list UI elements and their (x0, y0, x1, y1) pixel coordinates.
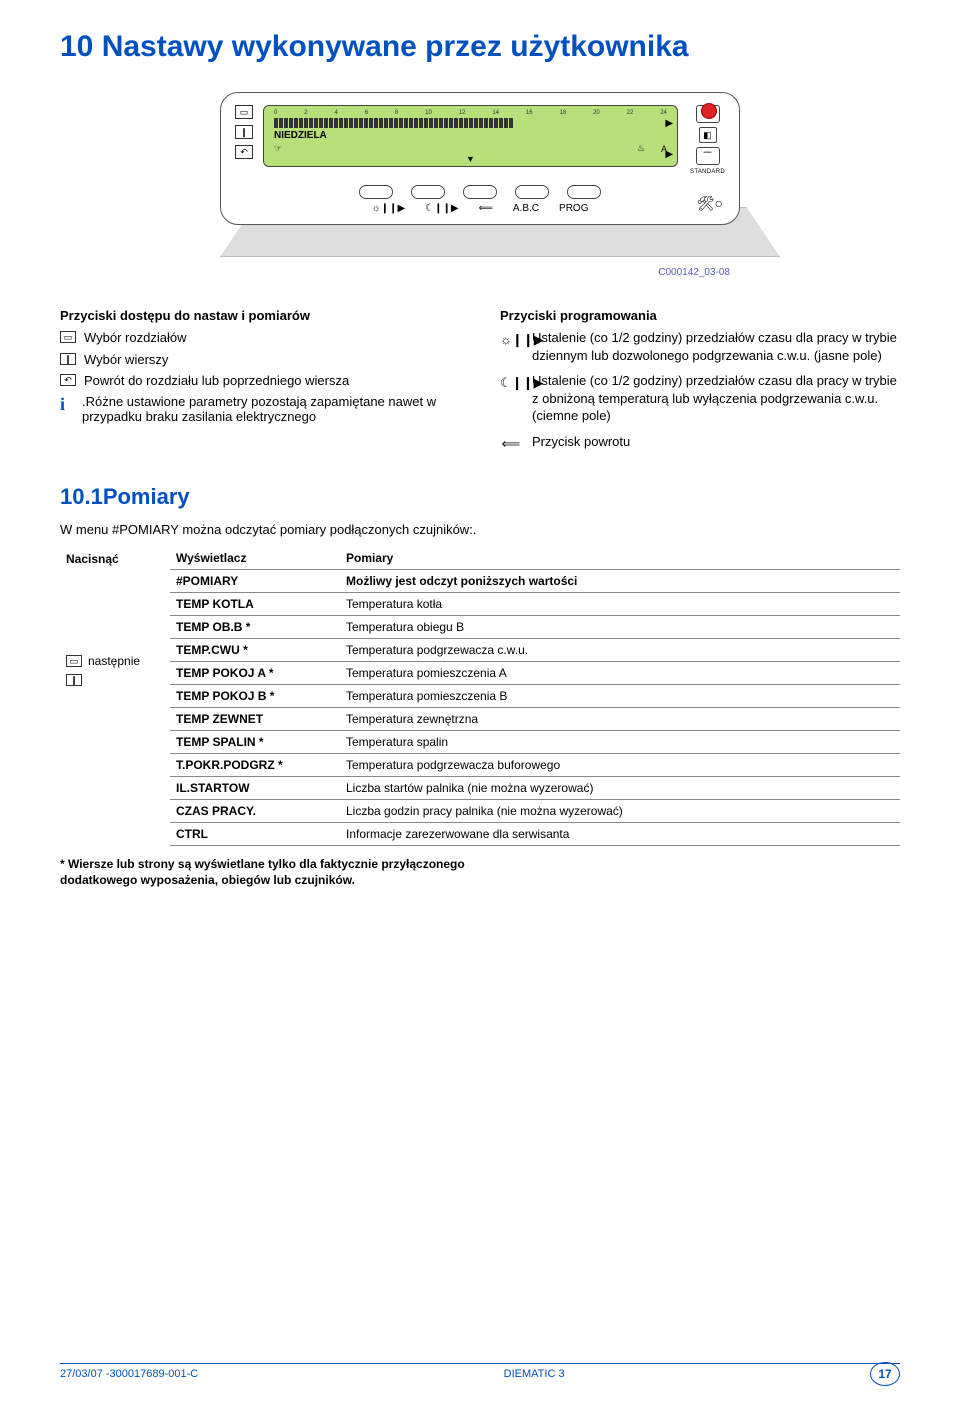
section-heading: 10.1Pomiary (60, 484, 900, 510)
display-cell: IL.STARTOW (170, 777, 340, 800)
lcd-sym1-icon: ☞ (274, 143, 282, 154)
footer-center: DIEMATIC 3 (504, 1368, 565, 1380)
lcd-bars (274, 118, 667, 128)
measure-cell: Informacje zarezerwowane dla serwisanta (340, 823, 900, 846)
info-icon: i (60, 394, 74, 412)
access-item-3: Powrót do rozdziału lub poprzedniego wie… (84, 372, 349, 390)
page-title: 10 Nastawy wykonywane przez użytkownika (60, 30, 900, 64)
table-row: TEMP POKOJ A *Temperatura pomieszczenia … (60, 662, 900, 685)
table-row: TEMP KOTLATemperatura kotła (60, 593, 900, 616)
table-row: IL.STARTOWLiczba startów palnika (nie mo… (60, 777, 900, 800)
measure-cell: Liczba startów palnika (nie można wyzero… (340, 777, 900, 800)
access-heading: Przyciski dostępu do nastaw i pomiarów (60, 308, 460, 323)
back-icon: ↶ (235, 145, 253, 159)
measure-cell: Temperatura podgrzewacza buforowego (340, 754, 900, 777)
btn-label-4: A.B.C (513, 203, 539, 214)
prog-button-1-icon (359, 185, 393, 199)
th-measure: Pomiary (340, 547, 900, 570)
table-row: CZAS PRACY.Liczba godzin pracy palnika (… (60, 800, 900, 823)
display-cell: CTRL (170, 823, 340, 846)
red-led-icon (701, 103, 717, 119)
chapter-icon: ▭ (66, 655, 82, 667)
return-icon: ⟸ (500, 435, 522, 453)
minus-button-icon: － (696, 147, 720, 165)
display-cell: TEMP POKOJ B * (170, 685, 340, 708)
press-label: następnie (88, 654, 140, 668)
measure-cell: Temperatura pomieszczenia A (340, 662, 900, 685)
prog-button-5-icon (567, 185, 601, 199)
display-cell: TEMP KOTLA (170, 593, 340, 616)
measure-cell: Temperatura spalin (340, 731, 900, 754)
access-note: .Różne ustawione parametry pozostają zap… (82, 394, 460, 424)
prog-button-2-icon (411, 185, 445, 199)
btn-label-3: ⟸ (479, 203, 493, 214)
prog-item-2: Ustalenie (co 1/2 godziny) przedziałów c… (532, 372, 900, 425)
chapter-icon: ▭ (60, 331, 76, 343)
device-illustration: ▭ ❙ ↶ 024681012141618202224 NIEDZIELA ☞ … (60, 92, 900, 257)
table-row: T.POKR.PODGRZ *Temperatura podgrzewacza … (60, 754, 900, 777)
lcd-day-label: NIEDZIELA (274, 130, 667, 141)
access-item-2: Wybór wierszy (84, 351, 168, 369)
press-column: ▭ następnie ❙ (60, 570, 170, 846)
page-number: 17 (870, 1362, 900, 1386)
btn-label-5: PROG (559, 203, 588, 214)
display-cell: TEMP.CWU * (170, 639, 340, 662)
sun-bars-icon: ☼❙❙▶ (500, 331, 522, 364)
footer-left: 27/03/07 -300017689-001-C (60, 1368, 198, 1380)
technician-icon: 🛠︎○ (697, 195, 723, 212)
prog-item-3: Przycisk powrotu (532, 433, 630, 453)
btn-label-1: ☼❙❙▶ (372, 203, 406, 214)
display-cell: CZAS PRACY. (170, 800, 340, 823)
measure-cell: Temperatura obiegu B (340, 616, 900, 639)
measure-cell: Możliwy jest odczyt poniższych wartości (340, 570, 900, 593)
prog-button-4-icon (515, 185, 549, 199)
table-row: CTRLInformacje zarezerwowane dla serwisa… (60, 823, 900, 846)
standard-label: STANDARD (690, 169, 725, 175)
display-cell: T.POKR.PODGRZ * (170, 754, 340, 777)
lcd-sym2-icon: ♨ (637, 143, 645, 154)
mode-button-icon: ◧ (699, 127, 717, 143)
image-code: C000142_03-08 (60, 267, 730, 278)
prog-item-1: Ustalenie (co 1/2 godziny) przedziałów c… (532, 329, 900, 364)
line-icon: ❙ (60, 353, 76, 365)
measurements-table: Nacisnąć Wyświetlacz Pomiary ▭następnie❙… (60, 547, 900, 846)
prog-heading: Przyciski programowania (500, 308, 900, 323)
table-row: TEMP ZEWNETTemperatura zewnętrzna (60, 708, 900, 731)
btn-label-2: ☾❙❙▶ (425, 203, 458, 214)
lcd-screen: 024681012141618202224 NIEDZIELA ☞ ♨ A ▼ … (263, 105, 678, 167)
display-cell: TEMP POKOJ A * (170, 662, 340, 685)
display-cell: TEMP OB.B * (170, 616, 340, 639)
measure-cell: Temperatura podgrzewacza c.w.u. (340, 639, 900, 662)
table-row: ▭następnie❙#POMIARYMożliwy jest odczyt p… (60, 570, 900, 593)
measure-cell: Temperatura zewnętrzna (340, 708, 900, 731)
measure-cell: Temperatura kotła (340, 593, 900, 616)
th-display: Wyświetlacz (170, 547, 340, 570)
measure-cell: Temperatura pomieszczenia B (340, 685, 900, 708)
section-intro: W menu #POMIARY można odczytać pomiary p… (60, 522, 900, 537)
access-item-1: Wybór rozdziałów (84, 329, 186, 347)
prog-button-3-icon (463, 185, 497, 199)
line-icon: ❙ (66, 674, 82, 686)
table-row: TEMP OB.B *Temperatura obiegu B (60, 616, 900, 639)
moon-bars-icon: ☾❙❙▶ (500, 374, 522, 425)
table-row: TEMP.CWU *Temperatura podgrzewacza c.w.u… (60, 639, 900, 662)
back-icon: ↶ (60, 374, 76, 386)
display-cell: TEMP ZEWNET (170, 708, 340, 731)
table-row: TEMP POKOJ B *Temperatura pomieszczenia … (60, 685, 900, 708)
table-footnote: * Wiersze lub strony są wyświetlane tylk… (60, 856, 530, 888)
display-cell: #POMIARY (170, 570, 340, 593)
lcd-scale: 024681012141618202224 (274, 110, 667, 116)
chapter-icon: ▭ (235, 105, 253, 119)
th-press: Nacisnąć (60, 547, 170, 570)
line-icon: ❙ (235, 125, 253, 139)
display-cell: TEMP SPALIN * (170, 731, 340, 754)
measure-cell: Liczba godzin pracy palnika (nie można w… (340, 800, 900, 823)
table-row: TEMP SPALIN *Temperatura spalin (60, 731, 900, 754)
